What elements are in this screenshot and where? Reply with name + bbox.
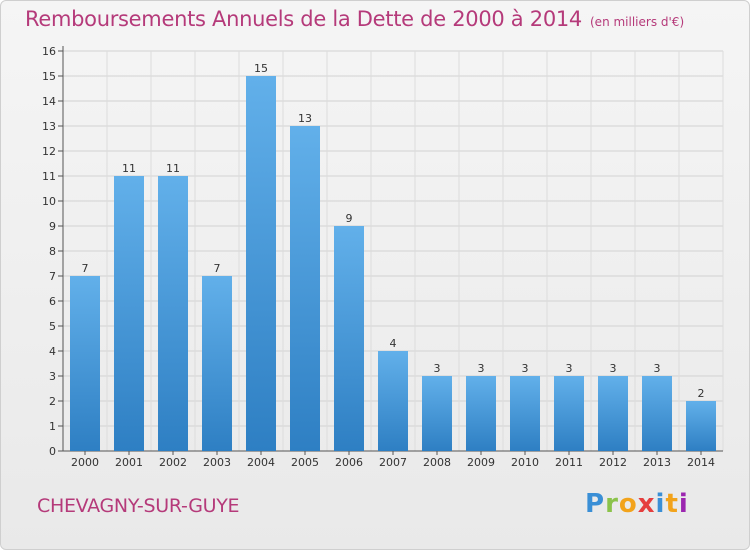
- data-label-2011: 3: [566, 362, 573, 375]
- bar-2012: [598, 376, 628, 451]
- x-tick-label-2013: 2013: [643, 456, 671, 469]
- chart-title-text: Remboursements Annuels de la Dette de 20…: [25, 7, 582, 31]
- y-tick-label: 5: [49, 320, 56, 333]
- data-label-2001: 11: [122, 162, 136, 175]
- chart-subtitle: (en milliers d'€): [590, 15, 685, 29]
- bar-2010: [510, 376, 540, 451]
- x-tick-label-2011: 2011: [555, 456, 583, 469]
- logo-letter: t: [665, 489, 679, 519]
- data-label-2012: 3: [610, 362, 617, 375]
- bar-2000: [70, 276, 100, 451]
- logo-letter: r: [605, 489, 619, 519]
- data-label-2009: 3: [478, 362, 485, 375]
- proxiti-logo: Proxiti: [585, 489, 689, 519]
- bar-2009: [466, 376, 496, 451]
- data-label-2005: 13: [298, 112, 312, 125]
- x-tick-label-2005: 2005: [291, 456, 319, 469]
- bar-2014: [686, 401, 716, 451]
- bar-2013: [642, 376, 672, 451]
- logo-letter: i: [678, 489, 689, 519]
- x-tick-label-2010: 2010: [511, 456, 539, 469]
- y-tick-label: 14: [42, 95, 56, 108]
- logo-letter: P: [585, 489, 606, 519]
- y-tick-label: 7: [49, 270, 56, 283]
- y-tick-label: 0: [49, 445, 56, 458]
- data-label-2008: 3: [434, 362, 441, 375]
- x-tick-label-2012: 2012: [599, 456, 627, 469]
- y-tick-label: 6: [49, 295, 56, 308]
- y-tick-label: 15: [42, 70, 56, 83]
- logo-letter: x: [637, 489, 656, 519]
- logo-letter: i: [655, 489, 666, 519]
- x-tick-label-2014: 2014: [687, 456, 715, 469]
- chart-title: Remboursements Annuels de la Dette de 20…: [25, 7, 684, 31]
- bar-2004: [246, 76, 276, 451]
- y-tick-label: 3: [49, 370, 56, 383]
- data-label-2013: 3: [654, 362, 661, 375]
- x-tick-label-2009: 2009: [467, 456, 495, 469]
- bar-2001: [114, 176, 144, 451]
- data-label-2000: 7: [82, 262, 89, 275]
- bar-2006: [334, 226, 364, 451]
- town-name: CHEVAGNY-SUR-GUYE: [37, 495, 240, 517]
- bar-2008: [422, 376, 452, 451]
- logo-letter: o: [618, 489, 638, 519]
- bar-2003: [202, 276, 232, 451]
- x-tick-label-2002: 2002: [159, 456, 187, 469]
- x-tick-label-2004: 2004: [247, 456, 275, 469]
- bar-2011: [554, 376, 584, 451]
- y-tick-label: 4: [49, 345, 56, 358]
- x-tick-label-2008: 2008: [423, 456, 451, 469]
- y-tick-label: 13: [42, 120, 56, 133]
- data-label-2010: 3: [522, 362, 529, 375]
- data-label-2014: 2: [698, 387, 705, 400]
- bar-2005: [290, 126, 320, 451]
- x-tick-label-2001: 2001: [115, 456, 143, 469]
- x-tick-label-2007: 2007: [379, 456, 407, 469]
- y-tick-label: 16: [42, 45, 56, 58]
- bar-2007: [378, 351, 408, 451]
- x-tick-label-2003: 2003: [203, 456, 231, 469]
- x-tick-label-2006: 2006: [335, 456, 363, 469]
- bar-2002: [158, 176, 188, 451]
- data-label-2006: 9: [346, 212, 353, 225]
- data-label-2004: 15: [254, 62, 268, 75]
- y-tick-label: 12: [42, 145, 56, 158]
- y-tick-label: 9: [49, 220, 56, 233]
- y-tick-label: 1: [49, 420, 56, 433]
- y-tick-label: 8: [49, 245, 56, 258]
- data-label-2007: 4: [390, 337, 397, 350]
- y-tick-label: 2: [49, 395, 56, 408]
- data-label-2002: 11: [166, 162, 180, 175]
- data-label-2003: 7: [214, 262, 221, 275]
- y-tick-label: 11: [42, 170, 56, 183]
- x-tick-label-2000: 2000: [71, 456, 99, 469]
- y-tick-label: 10: [42, 195, 56, 208]
